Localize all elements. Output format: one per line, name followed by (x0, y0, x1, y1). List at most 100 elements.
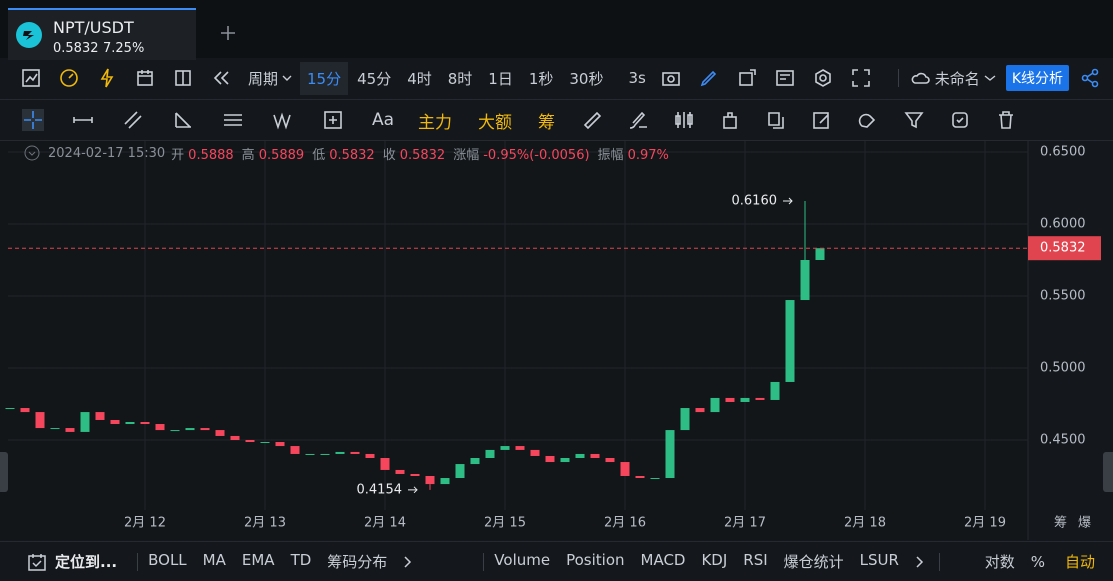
candle (620, 462, 630, 476)
copy-tool[interactable] (765, 109, 787, 131)
sub-indicator[interactable]: LSUR (859, 551, 899, 569)
edit-tool[interactable] (811, 109, 833, 131)
period-label[interactable]: 周期 (248, 69, 279, 88)
sub-indicator[interactable]: RSI (743, 551, 768, 569)
flash-icon[interactable] (96, 67, 118, 89)
collapse-icon[interactable] (24, 145, 40, 161)
auto-toggle[interactable]: 自动 (1064, 553, 1095, 571)
sub-indicator[interactable]: Position (566, 551, 625, 569)
right-handle[interactable] (1103, 452, 1113, 492)
candle (800, 260, 810, 301)
info-value: 0.97% (627, 147, 669, 163)
indicator-button[interactable]: 主力 (418, 112, 453, 133)
left-handle[interactable] (0, 452, 8, 492)
parallel-tool[interactable] (122, 109, 144, 131)
candle (5, 408, 15, 410)
candle (155, 424, 165, 431)
y-tick-label: 0.5000 (1040, 361, 1086, 376)
fullscreen-icon[interactable] (850, 67, 872, 89)
candle (395, 469, 405, 474)
interval[interactable]: 45分 (357, 69, 392, 88)
filter-tool[interactable] (903, 109, 925, 131)
side-label: 筹 (1054, 515, 1067, 531)
chart-type[interactable] (20, 67, 42, 89)
crosshair-tool[interactable] (22, 109, 44, 131)
candle (470, 458, 480, 465)
lock-tool[interactable] (719, 109, 741, 131)
replay-icon[interactable] (210, 67, 232, 89)
candle (95, 412, 105, 420)
main-indicator[interactable]: MA (202, 551, 226, 569)
tab-bar: NPT/USDT 0.5832 7.25% (0, 0, 1113, 60)
text-tool[interactable]: Aa (372, 110, 395, 130)
interval[interactable]: 8时 (447, 69, 473, 88)
more-main[interactable] (403, 555, 413, 569)
triangle-tool[interactable] (172, 109, 194, 131)
x-tick-label: 2月 13 (244, 516, 286, 531)
candle (245, 440, 255, 443)
add-tab[interactable] (219, 24, 237, 42)
screenshot-icon[interactable] (660, 67, 682, 89)
interval[interactable]: 4时 (407, 69, 432, 88)
delete-tool[interactable] (995, 109, 1017, 131)
indicator-button[interactable]: 筹 (538, 112, 556, 133)
cloud-icon[interactable] (909, 67, 931, 89)
sub-indicator[interactable]: KDJ (701, 551, 728, 569)
candle (170, 430, 180, 432)
sub-indicator[interactable]: 爆仓统计 (783, 553, 844, 571)
y-tick-label: 0.4500 (1040, 433, 1086, 448)
annotation-arrow (408, 486, 418, 494)
locate-icon[interactable] (27, 552, 47, 572)
candle (275, 442, 285, 447)
ruler-tool[interactable] (581, 109, 603, 131)
draw-icon[interactable] (698, 67, 720, 89)
indicator-buttons: 主力 大额 筹 (418, 108, 581, 133)
calendar-icon[interactable] (134, 67, 156, 89)
sub-indicator[interactable]: MACD (640, 551, 686, 569)
candle (20, 408, 30, 413)
fib-tool[interactable] (222, 109, 244, 131)
wave-tool[interactable] (272, 109, 294, 131)
refresh-rate[interactable]: 3s (628, 69, 646, 87)
analysis-button[interactable]: K线分析 (1005, 65, 1069, 91)
period-caret (282, 75, 292, 81)
expand-icon[interactable] (736, 67, 758, 89)
info-value: 0.5889 (258, 147, 305, 163)
measure-tool[interactable] (322, 109, 344, 131)
info-label: 高 (241, 147, 255, 163)
candle (575, 453, 585, 458)
brush-tool[interactable] (627, 109, 649, 131)
interval[interactable]: 1秒 (528, 69, 554, 88)
interval[interactable]: 1日 (488, 69, 513, 88)
candle (740, 397, 750, 402)
main-indicator[interactable]: 筹码分布 (327, 553, 388, 571)
sync-tool[interactable] (949, 109, 971, 131)
log-toggle[interactable]: 对数 (984, 553, 1015, 571)
layout-icon[interactable] (172, 67, 194, 89)
interval[interactable]: 15分 (300, 61, 349, 95)
candle (230, 435, 240, 440)
interval-list: 15分 45分 4时 8时 1日 1秒 30秒 (300, 61, 612, 95)
main-indicator[interactable]: EMA (241, 551, 275, 569)
interval[interactable]: 30秒 (569, 69, 604, 88)
sub-indicator[interactable]: Volume (494, 551, 551, 569)
x-tick-label: 2月 14 (364, 516, 406, 531)
percent-toggle[interactable]: % (1030, 552, 1045, 571)
tab[interactable]: NPT/USDT 0.5832 7.25% (8, 8, 196, 60)
indicator-button[interactable]: 大额 (478, 112, 513, 133)
template-icon[interactable] (774, 67, 796, 89)
magnet-tool[interactable] (857, 109, 879, 131)
locate-button[interactable]: 定位到... (55, 553, 118, 571)
layout-name[interactable]: 未命名 (934, 69, 980, 88)
hline-tool[interactable] (72, 109, 94, 131)
indicator-icon[interactable] (58, 67, 80, 89)
main-indicator[interactable]: TD (290, 551, 312, 569)
share-icon[interactable] (1079, 67, 1101, 89)
settings-icon[interactable] (812, 67, 834, 89)
candle-tool[interactable] (673, 109, 695, 131)
more-sub[interactable] (915, 555, 925, 569)
main-indicator[interactable]: BOLL (148, 551, 187, 569)
info-label: 收 (382, 147, 396, 163)
layout-caret (984, 75, 996, 81)
